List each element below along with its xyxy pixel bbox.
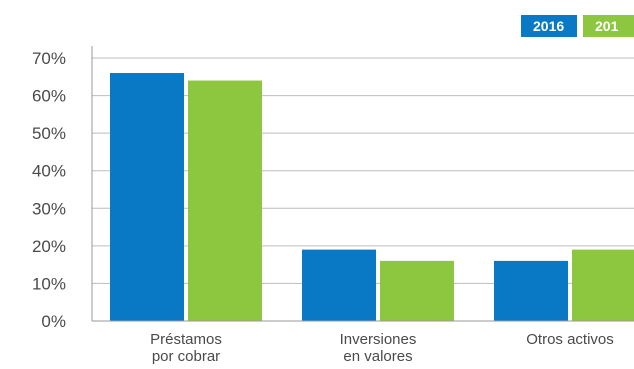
category-label: Inversiones — [340, 331, 417, 348]
bar-2016-0 — [110, 73, 184, 322]
y-tick-label: 70% — [32, 49, 66, 68]
bar-201-0 — [188, 80, 262, 322]
legend-swatch-201 — [583, 15, 634, 37]
bar-2016-1 — [302, 249, 376, 321]
y-tick-label: 0% — [41, 312, 66, 331]
y-tick-label: 40% — [32, 162, 66, 181]
bars — [110, 73, 634, 322]
y-tick-label: 60% — [32, 87, 66, 106]
bar-201-1 — [380, 260, 454, 321]
legend: 2016 201 — [521, 15, 634, 37]
y-tick-label: 30% — [32, 199, 66, 218]
bar-2016-2 — [494, 260, 568, 321]
legend-label: 201 — [595, 18, 619, 34]
category-label: en valores — [343, 348, 412, 365]
category-label: Otros activos — [526, 331, 614, 348]
category-label: Préstamos — [150, 331, 222, 348]
bar-201-2 — [572, 249, 634, 321]
y-axis: 0% 10% 20% 30% 40% 50% 60% 70% — [32, 46, 93, 331]
y-tick-label: 10% — [32, 274, 66, 293]
legend-label: 2016 — [533, 18, 564, 34]
y-tick-label: 20% — [32, 237, 66, 256]
legend-swatch-2016 — [521, 15, 577, 37]
y-tick-label: 50% — [32, 124, 66, 143]
category-label: por cobrar — [152, 348, 220, 365]
